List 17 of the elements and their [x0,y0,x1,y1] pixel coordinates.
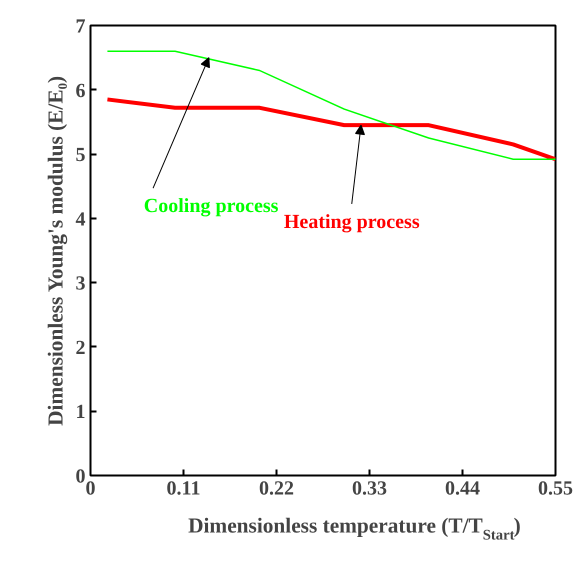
x-tick-label: 0.22 [259,478,294,500]
y-axis-title: Dimensionless Young's modulus (E/E₀) [44,76,68,426]
y-tick-label: 1 [76,401,86,424]
y-tick-label: 5 [76,144,86,166]
x-tick-label: 0.44 [445,478,480,500]
y-tick-label: 7 [76,16,86,38]
x-tick-label: 0.55 [538,478,573,500]
line-series [105,97,556,162]
y-tick-label: 6 [76,80,86,102]
y-tick-label: 4 [76,208,86,230]
annotation: Cooling process [144,195,279,218]
y-tick-label: 2 [76,336,86,359]
line-series [106,50,556,160]
x-tick-label: 0.33 [352,478,387,500]
y-tick-label: 3 [76,272,86,295]
annotation: Heating process [284,210,420,233]
x-tick-label: 0.11 [166,478,200,500]
